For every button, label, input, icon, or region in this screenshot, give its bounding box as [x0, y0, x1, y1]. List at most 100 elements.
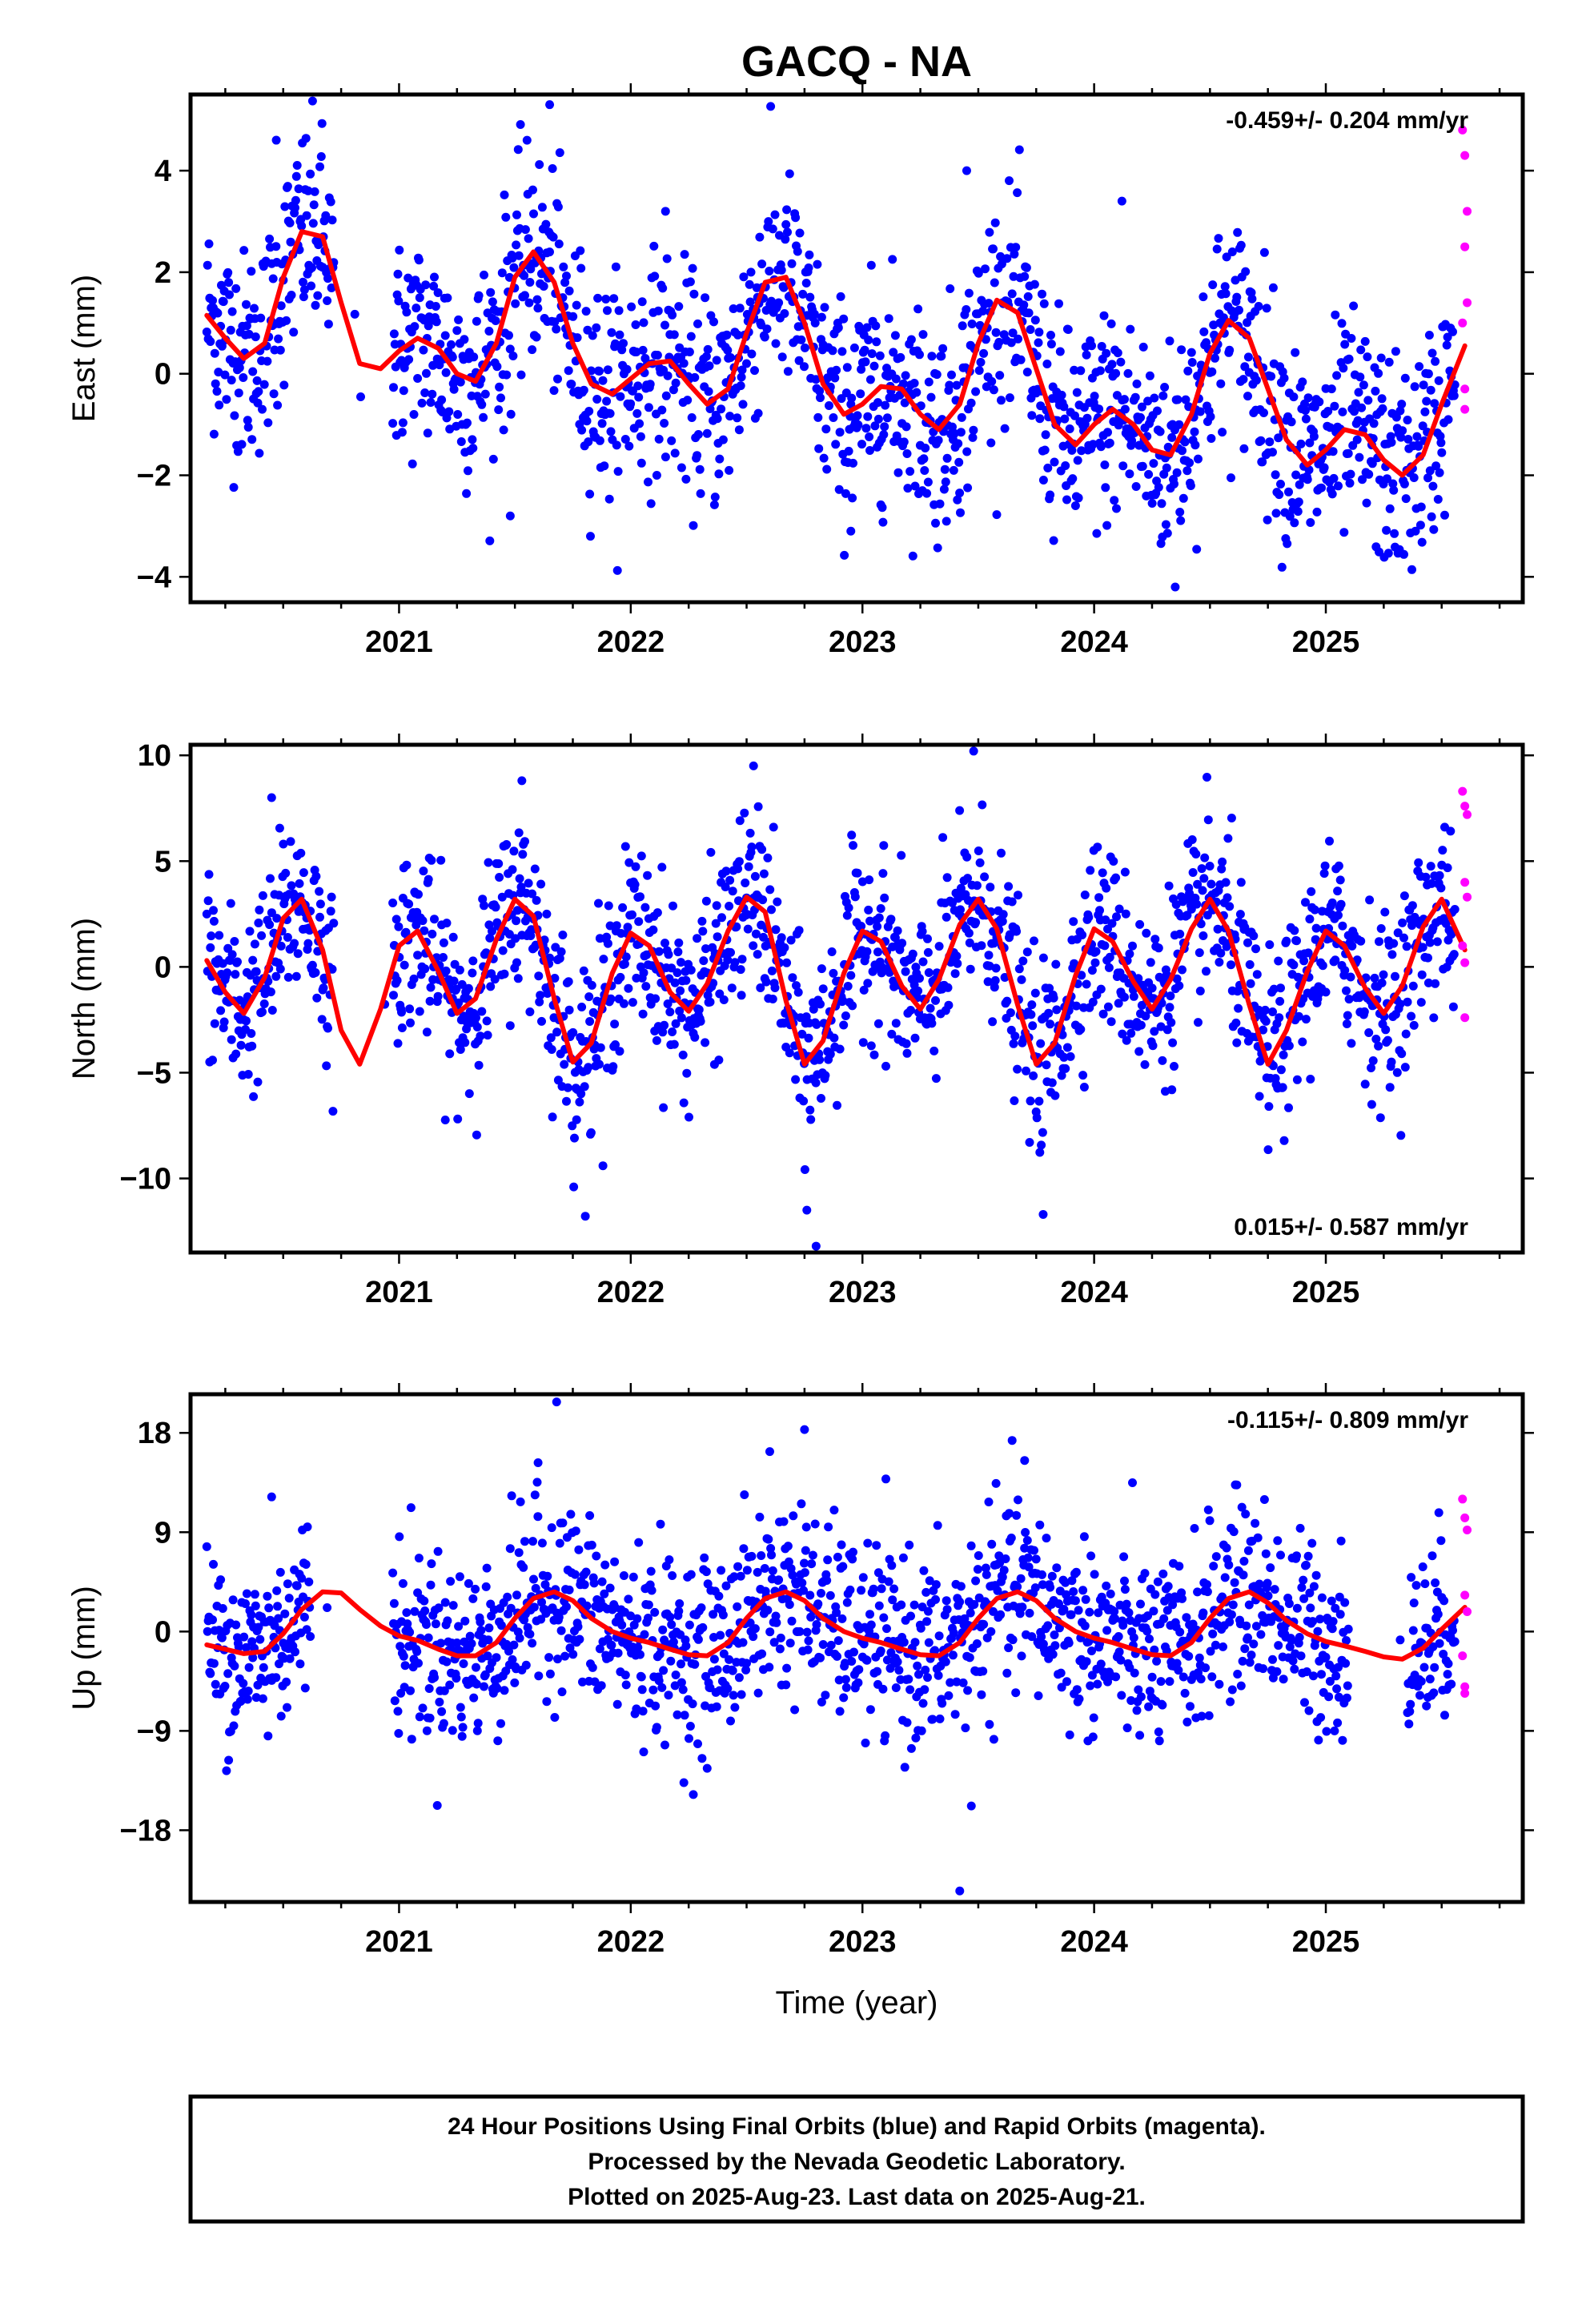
east-final-point [1113, 348, 1122, 358]
north-final-point [661, 939, 669, 948]
up-final-point [753, 1567, 762, 1577]
up-final-point [263, 1591, 272, 1601]
up-final-point [253, 1680, 263, 1690]
up-final-point [882, 1624, 891, 1634]
north-final-point [1161, 1087, 1170, 1096]
up-final-point [610, 1557, 620, 1566]
north-final-point [1166, 991, 1175, 1001]
east-final-point [875, 351, 885, 360]
north-final-point [811, 1078, 821, 1088]
up-final-point [972, 1639, 982, 1648]
up-final-point [553, 1655, 562, 1664]
north-final-point [615, 1047, 624, 1056]
east-final-point [1400, 373, 1410, 383]
up-final-point [242, 1642, 251, 1652]
up-final-point [465, 1631, 475, 1641]
east-final-point [1298, 377, 1307, 387]
east-final-point [426, 398, 436, 407]
east-final-point [729, 304, 738, 313]
east-final-point [956, 508, 965, 517]
north-final-point [1260, 1005, 1270, 1015]
east-final-point [1092, 529, 1102, 538]
up-frame [188, 1392, 1525, 1904]
east-final-point [932, 370, 942, 380]
up-final-point [420, 1596, 429, 1606]
north-final-point [1106, 1017, 1116, 1027]
east-final-point [449, 384, 459, 394]
up-final-point [675, 1599, 685, 1608]
north-final-point [788, 973, 797, 983]
north-final-point [965, 938, 974, 947]
east-final-point [1330, 401, 1339, 411]
up-final-point [1416, 1677, 1426, 1686]
north-final-point [1294, 1011, 1303, 1021]
north-final-point [1170, 1062, 1178, 1071]
north-final-point [737, 955, 747, 964]
north-final-point [624, 983, 633, 993]
east-final-point [1123, 368, 1133, 378]
up-final-point [1174, 1562, 1184, 1571]
up-final-point [681, 1641, 691, 1651]
north-final-point [792, 981, 801, 991]
east-final-point [1258, 457, 1267, 467]
east-final-point [1222, 252, 1231, 262]
up-final-point [425, 1713, 435, 1723]
north-final-point [747, 842, 757, 852]
north-final-point [699, 956, 709, 966]
east-final-point [953, 495, 962, 505]
east-final-point [1190, 427, 1199, 436]
north-final-point [1164, 881, 1174, 891]
north-final-point [219, 1017, 229, 1027]
up-final-point [1143, 1611, 1153, 1621]
up-final-point [1230, 1578, 1239, 1587]
up-final-point [1070, 1596, 1080, 1606]
east-final-point [486, 287, 496, 297]
north-final-point [1255, 1092, 1264, 1101]
east-final-point [1274, 433, 1283, 443]
up-final-point [585, 1511, 595, 1520]
up-final-point [545, 1669, 555, 1679]
up-final-point [580, 1580, 589, 1590]
up-final-point [1241, 1510, 1251, 1519]
up-final-point [1047, 1571, 1057, 1581]
up-final-point [1199, 1608, 1208, 1618]
north-final-point [1268, 1061, 1278, 1071]
up-final-point [600, 1560, 610, 1570]
up-final-point [834, 1675, 844, 1685]
up-final-point [998, 1572, 1007, 1582]
east-final-point [1170, 582, 1180, 592]
up-final-point [1270, 1585, 1279, 1594]
north-final-point [848, 1001, 857, 1011]
north-final-point [1223, 834, 1233, 843]
north-final-point [422, 1027, 432, 1037]
up-final-point [923, 1606, 933, 1616]
north-final-point [817, 1094, 825, 1103]
up-final-point [420, 1606, 430, 1615]
up-final-point [617, 1620, 627, 1630]
north-final-point [251, 967, 261, 976]
east-final-point [653, 306, 663, 316]
north-final-point [1261, 1016, 1271, 1026]
east-final-point [456, 377, 465, 387]
north-final-point [812, 1019, 821, 1029]
north-final-point [663, 999, 673, 1008]
east-final-point [239, 373, 248, 382]
up-final-point [1306, 1603, 1315, 1613]
up-final-point [1156, 1677, 1166, 1687]
north-final-point [1234, 1003, 1243, 1013]
north-final-point [449, 976, 459, 986]
east-final-point [1303, 393, 1313, 403]
east-final-point [1035, 414, 1045, 424]
east-final-point [1268, 283, 1278, 292]
east-final-point [423, 428, 432, 438]
north-final-point [1047, 1078, 1057, 1088]
north-final-point [552, 1027, 562, 1037]
north-final-point [793, 987, 803, 997]
north-final-point [497, 892, 507, 902]
up-final-point [304, 1577, 314, 1586]
east-final-point [687, 413, 697, 422]
east-final-point [1227, 473, 1235, 483]
east-final-point [1363, 352, 1372, 362]
north-final-point [547, 1045, 556, 1054]
up-final-point [651, 1701, 661, 1711]
